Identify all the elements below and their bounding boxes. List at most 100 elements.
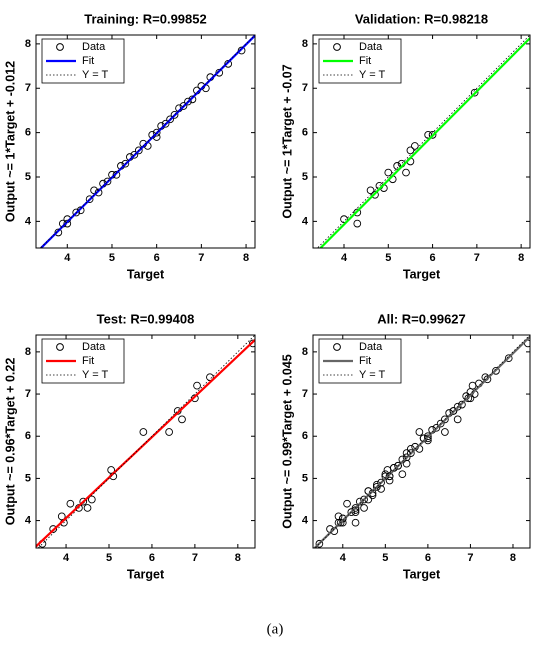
legend-label: Fit xyxy=(82,355,94,367)
x-tick-label: 6 xyxy=(149,552,155,564)
data-point xyxy=(121,159,130,168)
data-point xyxy=(398,470,407,479)
data-point xyxy=(94,188,103,197)
data-point xyxy=(458,400,466,409)
plot-content xyxy=(313,335,530,548)
legend-label: Data xyxy=(359,41,383,53)
y-tick-label: 4 xyxy=(25,514,32,526)
data-point xyxy=(347,508,356,516)
panel: Validation: R=0.98218 Target Output ~= 1*T… xyxy=(280,11,531,281)
data-point xyxy=(453,402,462,411)
legend: Data Fit Y = T xyxy=(41,338,125,384)
data-point xyxy=(237,46,246,55)
data-point xyxy=(407,449,415,457)
axes-frame xyxy=(35,34,256,249)
data-point xyxy=(179,102,188,110)
y-tick-label: 8 xyxy=(302,346,308,358)
data-point xyxy=(90,186,98,195)
identity-line xyxy=(316,35,530,248)
data-point xyxy=(351,518,360,527)
x-axis-label: Target xyxy=(403,267,441,281)
y-tick-label: 5 xyxy=(302,472,308,484)
panel-title: All: R=0.99627 xyxy=(377,311,466,326)
data-point xyxy=(411,142,419,150)
data-point xyxy=(54,228,63,237)
y-tick-label: 7 xyxy=(302,388,308,400)
data-point xyxy=(483,375,492,384)
data-point xyxy=(360,495,368,504)
data-point xyxy=(424,432,432,441)
data-point xyxy=(112,170,121,179)
data-point xyxy=(402,168,410,177)
legend: Data Fit Y = T xyxy=(318,338,402,384)
data-point xyxy=(166,115,174,124)
panel-title: Validation: R=0.98218 xyxy=(355,11,488,26)
data-point xyxy=(441,428,449,436)
x-tick-label: 4 xyxy=(64,252,71,264)
data-point xyxy=(415,428,424,436)
data-point xyxy=(340,215,348,224)
panel-title: Test: R=0.99408 xyxy=(97,311,195,326)
data-point xyxy=(130,150,139,159)
data-point xyxy=(371,190,379,199)
legend-label: Y = T xyxy=(82,69,108,81)
y-tick-label: 7 xyxy=(302,82,308,94)
data-point xyxy=(385,476,394,485)
x-tick-label: 7 xyxy=(467,552,473,564)
x-tick-label: 8 xyxy=(243,252,249,264)
data-point xyxy=(402,453,411,462)
y-tick-label: 8 xyxy=(302,38,308,50)
data-point xyxy=(184,97,192,106)
caption: (a) xyxy=(267,621,284,637)
data-point xyxy=(170,111,179,119)
data-point xyxy=(428,130,437,139)
identity-line xyxy=(39,35,255,248)
data-point xyxy=(134,146,143,155)
fit-line xyxy=(313,335,530,548)
data-point xyxy=(191,394,199,403)
legend-label: Y = T xyxy=(82,369,108,381)
data-point xyxy=(72,208,81,217)
data-point xyxy=(87,495,96,504)
data-point xyxy=(66,499,75,508)
x-tick-label: 7 xyxy=(474,252,480,264)
data-point xyxy=(424,130,432,139)
x-axis-label: Target xyxy=(403,567,441,581)
y-tick-label: 6 xyxy=(25,127,31,139)
legend-label: Y = T xyxy=(359,69,385,81)
legend-label: Data xyxy=(82,341,106,353)
data-point xyxy=(165,428,173,436)
legend-label: Fit xyxy=(359,355,371,367)
data-point xyxy=(406,146,415,155)
x-tick-label: 8 xyxy=(235,552,241,564)
x-tick-label: 5 xyxy=(109,252,115,264)
fit-line xyxy=(318,37,530,248)
plot-content xyxy=(316,35,530,248)
legend-label: Data xyxy=(82,41,106,53)
y-axis-label: Output ~= 1*Target + -0.012 xyxy=(3,61,17,222)
x-tick-label: 5 xyxy=(385,252,391,264)
data-point xyxy=(224,59,233,68)
x-tick-label: 4 xyxy=(340,552,347,564)
x-tick-label: 5 xyxy=(106,552,112,564)
y-axis-label: Output ~= 0.96*Target + 0.22 xyxy=(3,358,17,526)
data-point xyxy=(436,419,445,428)
legend: Data Fit Y = T xyxy=(318,38,402,84)
data-point xyxy=(432,423,441,432)
data-point xyxy=(336,518,345,527)
y-tick-label: 4 xyxy=(302,215,309,227)
panel: All: R=0.99627 Target Output ~= 0.99*Targe… xyxy=(280,311,531,581)
panel: Training: R=0.99852 Target Output ~= 1*Tar… xyxy=(3,11,256,281)
data-point xyxy=(453,415,462,424)
y-tick-label: 5 xyxy=(25,171,31,183)
data-point xyxy=(103,177,112,186)
y-tick-label: 8 xyxy=(25,346,31,358)
data-point xyxy=(394,461,402,470)
x-tick-label: 7 xyxy=(198,252,204,264)
data-point xyxy=(492,367,500,375)
legend-marker xyxy=(333,43,341,51)
data-point xyxy=(315,539,324,548)
data-point xyxy=(384,168,393,177)
y-tick-label: 5 xyxy=(302,171,308,183)
y-tick-label: 6 xyxy=(302,127,308,139)
